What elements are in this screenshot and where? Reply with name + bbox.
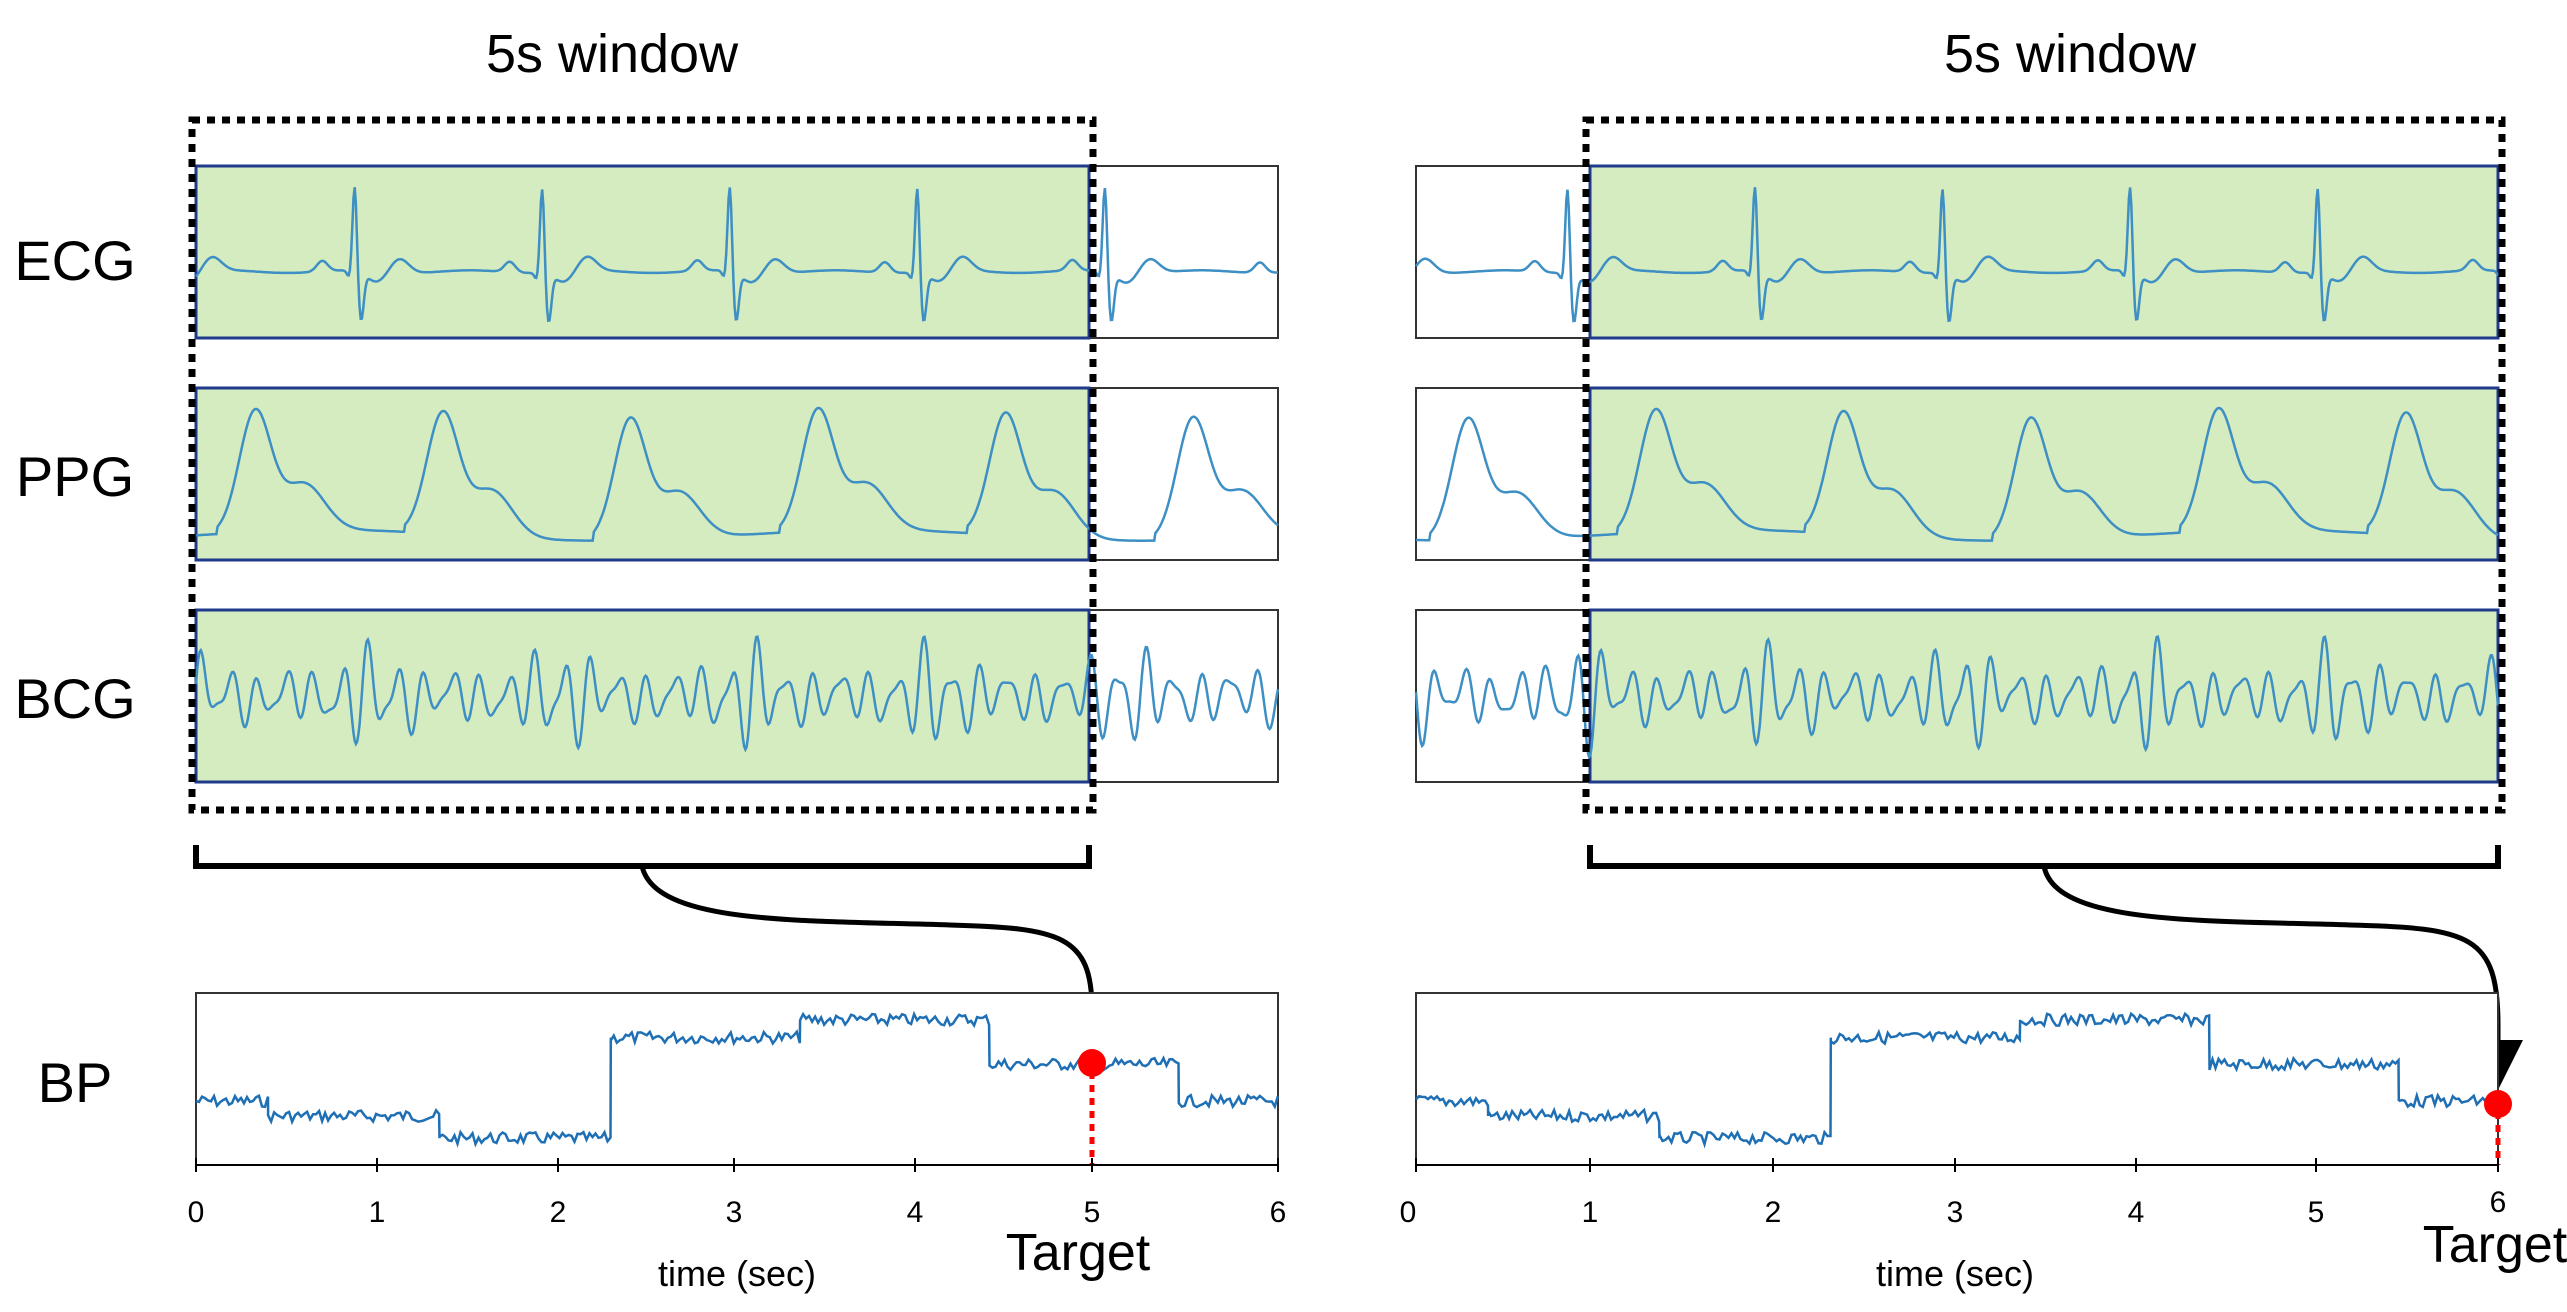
tick-label-right-6: 6 <box>2490 1186 2507 1219</box>
arrow-right <box>2041 865 2523 1090</box>
tick-label-left-3: 3 <box>726 1196 743 1229</box>
bracket-right <box>1587 845 2501 869</box>
target-dot-left <box>1078 1049 1106 1077</box>
bcg-trace-right <box>1414 634 2500 760</box>
window-title-left: 5s window <box>486 24 739 84</box>
ecg-window-left <box>194 164 1091 340</box>
window-outline-left <box>188 116 1097 814</box>
bp-frame-left <box>195 992 1279 1166</box>
target-label-right: Target <box>2423 1216 2567 1274</box>
tick-label-right-1: 1 <box>1582 1196 1599 1229</box>
tick-label-left-2: 2 <box>550 1196 567 1229</box>
bp-frame-right <box>1415 992 2499 1166</box>
tick-label-left-4: 4 <box>907 1196 924 1229</box>
ppg-window-left <box>194 386 1091 562</box>
target-dot-right <box>2484 1090 2512 1118</box>
row-label-bp: BP <box>38 1051 113 1114</box>
row-label-ppg: PPG <box>16 445 134 508</box>
window-title-right: 5s window <box>1944 24 2197 84</box>
ecg-trace-right <box>1415 187 2500 323</box>
window-outline-right <box>1582 116 2506 814</box>
ecg-window-right <box>1588 164 2500 340</box>
row-label-ecg: ECG <box>14 229 135 292</box>
tick-label-left-1: 1 <box>369 1196 386 1229</box>
tick-label-left-6: 6 <box>1270 1196 1287 1229</box>
axis-title-right: time (sec) <box>1876 1253 2034 1294</box>
arrow-left <box>639 865 1117 1050</box>
ticks-right <box>1415 1158 2499 1172</box>
tick-label-right-2: 2 <box>1765 1196 1782 1229</box>
bracket-left <box>193 845 1092 869</box>
tick-label-right-3: 3 <box>1947 1196 1964 1229</box>
row-label-bcg: BCG <box>14 667 135 730</box>
target-label-left: Target <box>1006 1224 1151 1282</box>
bcg-trace-left <box>194 634 1280 753</box>
tick-label-right-5: 5 <box>2308 1196 2325 1229</box>
tick-label-left-5: 5 <box>1084 1196 1101 1229</box>
tick-label-left-0: 0 <box>188 1196 205 1229</box>
bcg-window-right <box>1588 608 2500 784</box>
ticks-left <box>195 1158 1279 1172</box>
axis-title-left: time (sec) <box>658 1253 816 1294</box>
ppg-window-right <box>1588 386 2500 562</box>
tick-label-right-4: 4 <box>2128 1196 2145 1229</box>
bp-trace-right <box>1415 1011 2498 1149</box>
panel-left: 5s window ECG PPG BCG BP <box>14 24 1286 1294</box>
panel-right: 5s window <box>1400 24 2567 1294</box>
ppg-trace-left <box>195 406 1279 542</box>
bcg-window-left <box>194 608 1091 784</box>
ecg-trace-left <box>194 187 1278 323</box>
ppg-trace-right <box>1415 406 2499 542</box>
tick-label-right-0: 0 <box>1400 1196 1417 1229</box>
